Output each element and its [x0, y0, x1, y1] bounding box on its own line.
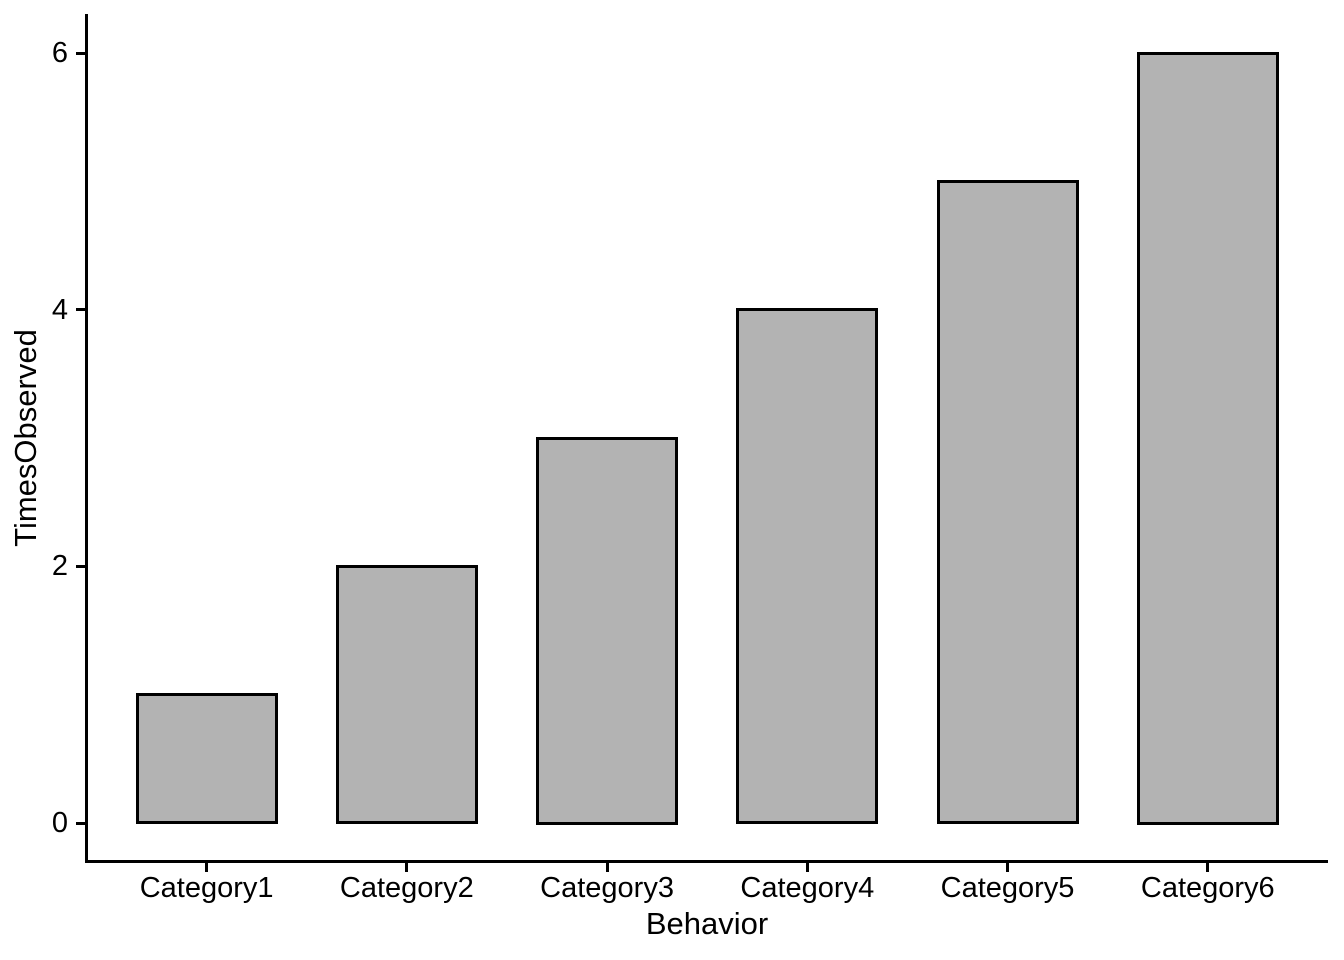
x-tick-mark [605, 862, 609, 872]
bar-category2 [335, 564, 478, 825]
x-tick-mark [1206, 862, 1210, 872]
bar-category1 [135, 693, 278, 825]
y-tick-label: 6 [51, 37, 68, 69]
y-tick-mark [75, 564, 85, 568]
x-tick-label: Category3 [540, 872, 674, 904]
x-tick-label: Category6 [1140, 872, 1275, 904]
y-tick-label: 2 [51, 550, 68, 583]
bar-category5 [936, 179, 1079, 825]
x-tick-label: Category4 [740, 872, 875, 904]
y-axis-line [84, 14, 88, 863]
y-tick-mark [75, 51, 85, 55]
bar-category4 [736, 308, 879, 825]
bar-category6 [1136, 51, 1279, 825]
x-tick-label: Category5 [940, 872, 1075, 904]
bar-category3 [536, 436, 679, 825]
y-tick-mark [75, 821, 85, 825]
x-tick-label: Category2 [339, 872, 474, 904]
x-tick-mark [1006, 862, 1010, 872]
x-tick-label: Category1 [139, 872, 274, 904]
x-axis-title: Behavior [645, 906, 769, 941]
x-axis-line [84, 859, 1328, 863]
y-axis-title: TimesObserved [8, 329, 43, 547]
x-tick-mark [205, 862, 209, 872]
x-tick-mark [805, 862, 809, 872]
y-tick-label: 0 [51, 807, 68, 839]
y-tick-mark [75, 308, 85, 312]
x-tick-mark [405, 862, 409, 872]
y-tick-label: 4 [51, 293, 68, 326]
